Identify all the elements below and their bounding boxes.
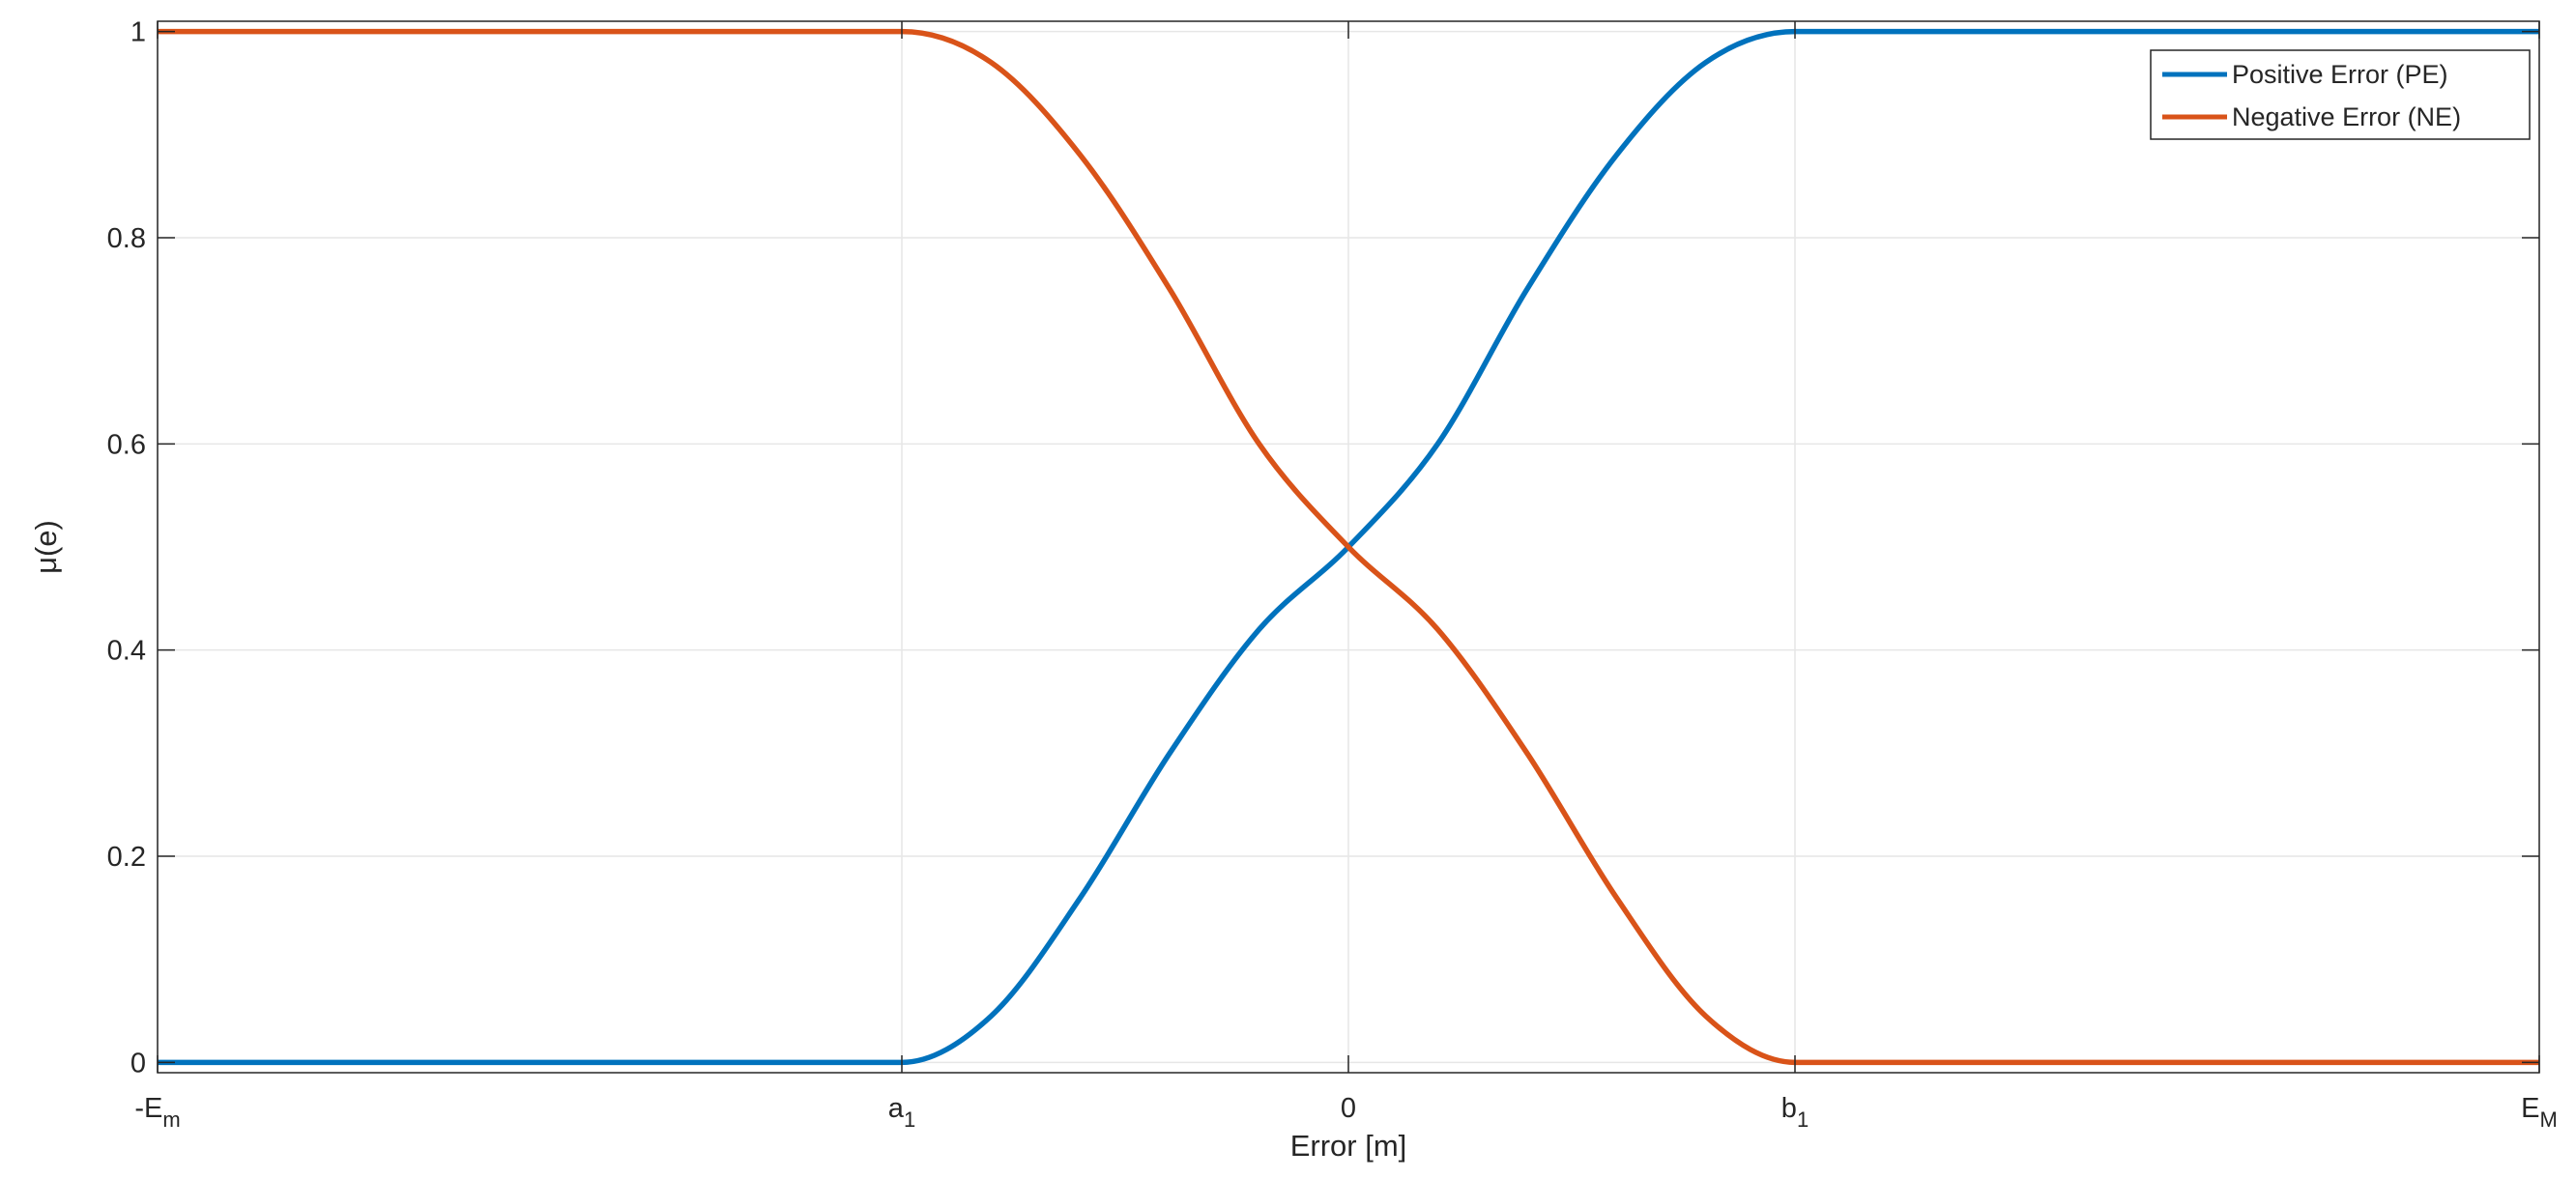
x-tick-label: 0 — [1341, 1093, 1356, 1124]
x-tick-label: EM — [2521, 1093, 2558, 1132]
x-tick-label: a1 — [888, 1093, 915, 1132]
y-tick-label: 0 — [130, 1048, 146, 1078]
y-tick-label: 0.4 — [107, 636, 146, 667]
ticks — [157, 21, 2540, 1073]
legend: Positive Error (PE) Negative Error (NE) — [2150, 49, 2531, 140]
y-tick-label: 0.6 — [107, 429, 146, 460]
legend-label-negative-error: Negative Error (NE) — [2232, 102, 2461, 131]
x-tick-label: -Em — [134, 1093, 180, 1132]
legend-box — [2150, 49, 2531, 140]
x-axis-label: Error [m] — [1290, 1129, 1407, 1163]
y-tick-label: 0.2 — [107, 842, 146, 873]
y-tick-label: 0.8 — [107, 223, 146, 254]
series-layer — [158, 28, 2539, 1066]
series-line-negative-error — [158, 28, 2539, 1066]
x-tick-label: b1 — [1781, 1093, 1809, 1132]
legend-label-positive-error: Positive Error (PE) — [2232, 60, 2448, 89]
tick-labels: -Em a1 0 b1 EM 0 0.2 0.4 0.6 0.8 1 — [107, 17, 2558, 1132]
y-axis-label: μ(e) — [29, 520, 63, 574]
y-tick-label: 1 — [130, 17, 146, 48]
